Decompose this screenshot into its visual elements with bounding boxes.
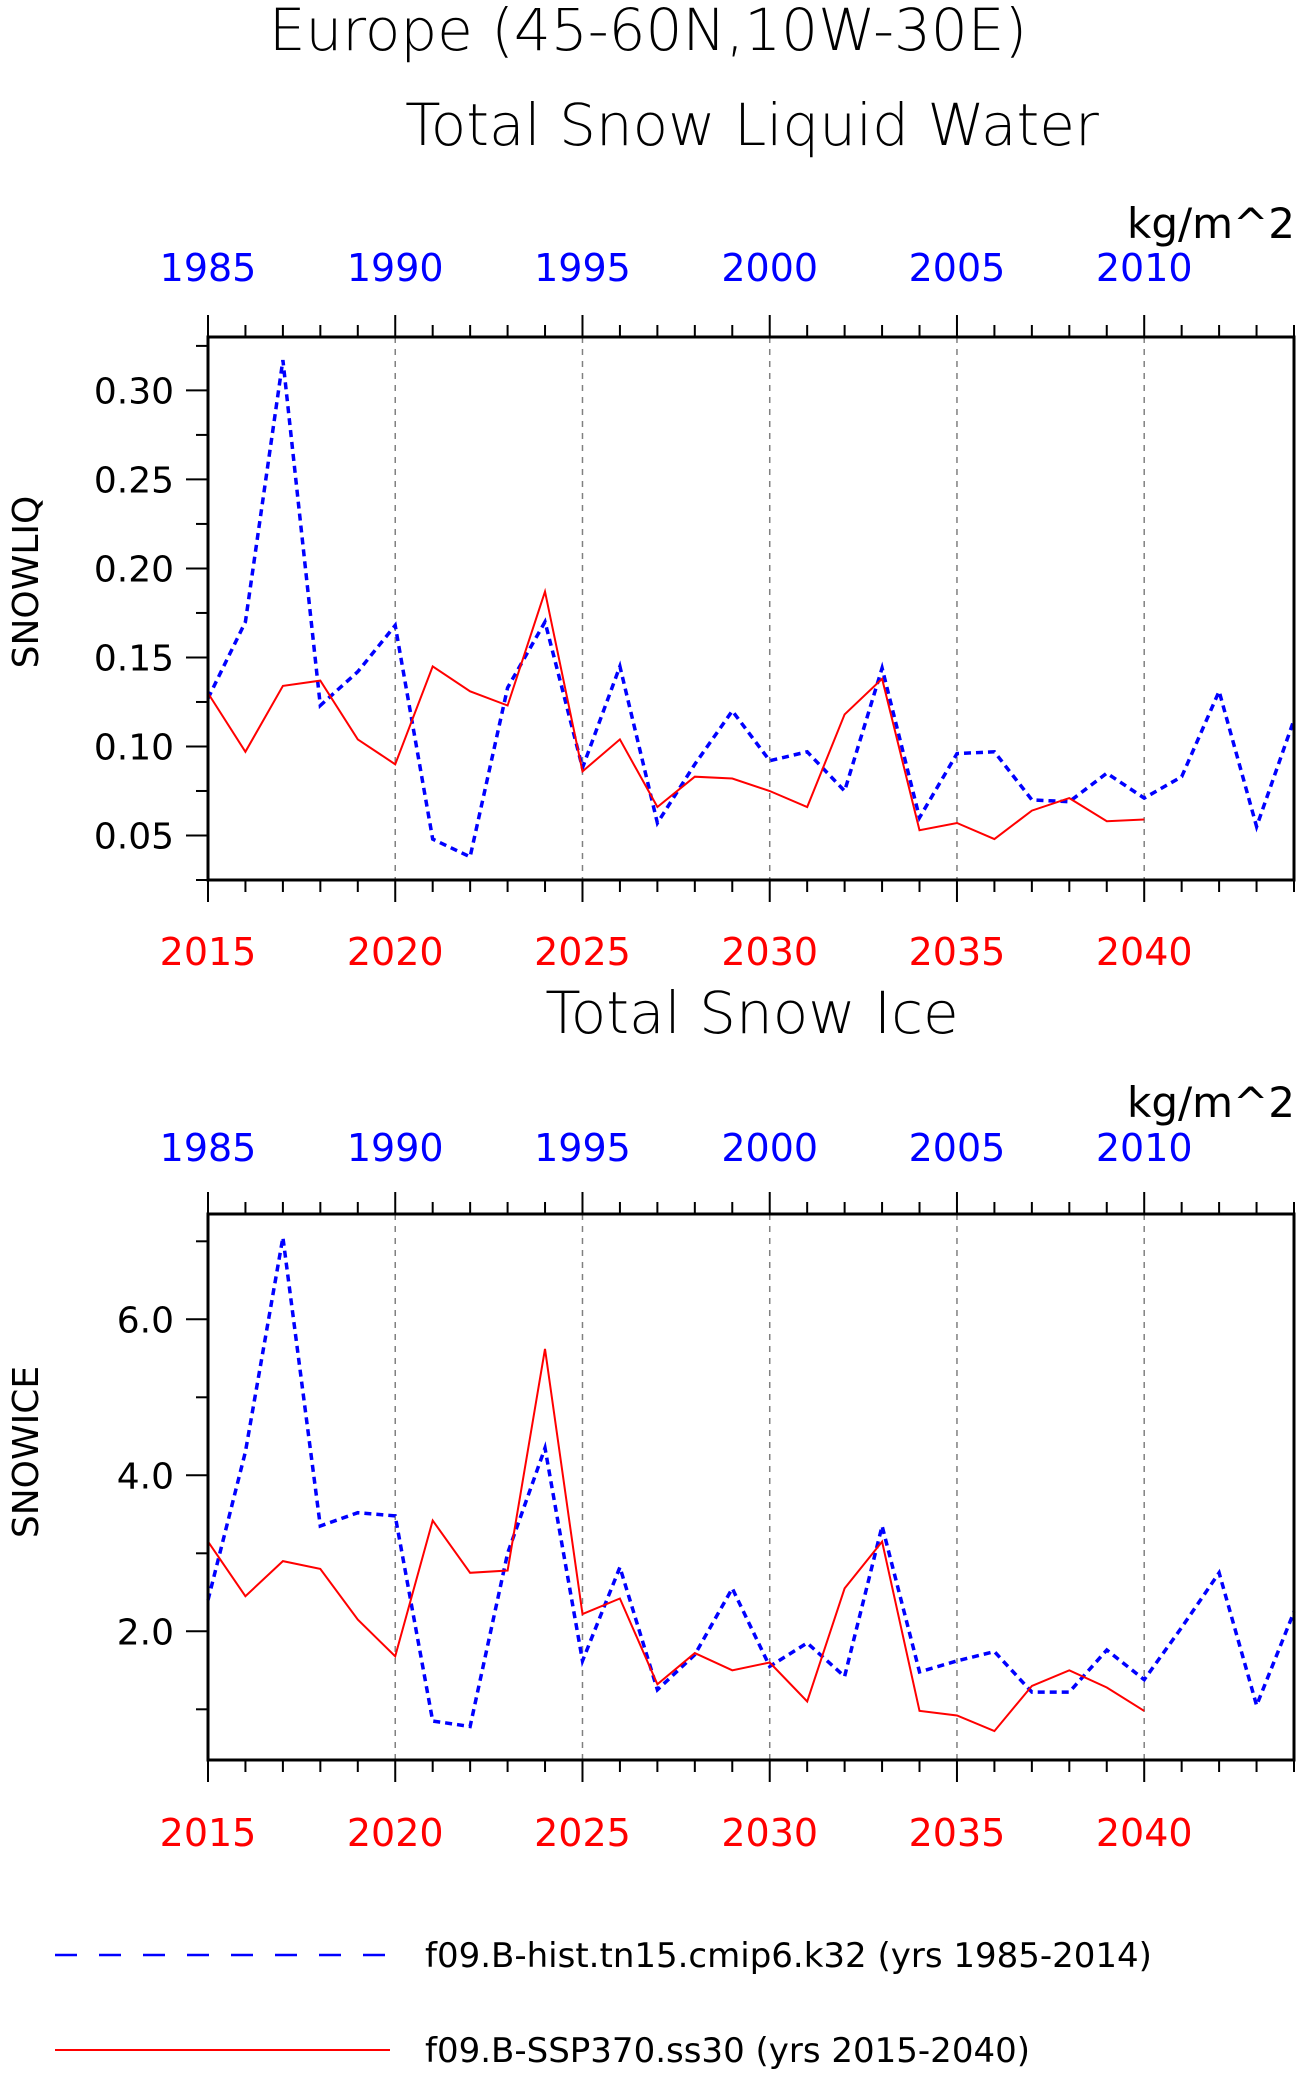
units-label-snowliq: kg/m^2	[1127, 199, 1295, 248]
x-tick-label-bottom: 2040	[1096, 1811, 1193, 1855]
x-tick-label-bottom: 2015	[160, 930, 257, 974]
y-tick-label: 6.0	[117, 1300, 174, 1341]
plot-frame	[206, 335, 1296, 882]
y-tick-label: 0.10	[94, 727, 174, 768]
x-tick-label-bottom: 2035	[909, 930, 1006, 974]
series-line-ssp	[207, 1348, 1145, 1733]
figure-title: Europe (45-60N,10W-30E)	[269, 0, 1027, 64]
x-tick-label-bottom: 2020	[347, 930, 444, 974]
x-tick-label-top: 2010	[1096, 246, 1193, 290]
x-tick-label-bottom: 2040	[1096, 930, 1193, 974]
x-tick-label-top: 2010	[1096, 1126, 1193, 1170]
y-tick-label: 2.0	[117, 1612, 174, 1653]
panel-title-snowliq: Total Snow Liquid Water	[405, 91, 1099, 159]
x-tick-label-top: 2000	[721, 1126, 818, 1170]
y-tick-label: 0.25	[94, 460, 174, 501]
y-tick-label: 0.05	[94, 816, 174, 857]
x-tick-label-bottom: 2035	[909, 1811, 1006, 1855]
panel-title-snowice: Total Snow Ice	[545, 979, 959, 1047]
y-tick-label: 0.30	[94, 371, 174, 412]
x-tick-label-bottom: 2025	[534, 1811, 631, 1855]
x-tick-label-top: 2005	[909, 1126, 1006, 1170]
x-tick-label-top: 1990	[347, 1126, 444, 1170]
x-tick-label-bottom: 2030	[721, 930, 818, 974]
plot-frame	[206, 1212, 1296, 1762]
x-tick-label-bottom: 2030	[721, 1811, 818, 1855]
legend: f09.B-hist.tn15.cmip6.k32 (yrs 1985-2014…	[55, 1936, 1152, 2071]
panel-snowice: 2015 2020 2025 2030 2035 2040 1985 1990 1995 2000…	[117, 1126, 1296, 1855]
y-axis-label-snowice: SNOWICE	[6, 1366, 47, 1538]
x-tick-label-top: 1995	[534, 1126, 631, 1170]
series-line-hist	[206, 359, 1296, 860]
y-tick-label: 0.15	[94, 638, 174, 679]
panel-snowliq: 2015 2020 2025 2030 2035 2040 1985 1990 1995 2000…	[94, 246, 1296, 974]
legend-label-ssp: f09.B-SSP370.ss30 (yrs 2015-2040)	[425, 2031, 1030, 2071]
y-axis-label-snowliq: SNOWLIQ	[6, 496, 47, 669]
units-label-snowice: kg/m^2	[1127, 1078, 1295, 1127]
x-tick-label-top: 1990	[347, 246, 444, 290]
x-tick-label-top: 1985	[160, 1126, 257, 1170]
x-tick-label-bottom: 2020	[347, 1811, 444, 1855]
x-tick-label-bottom: 2025	[534, 930, 631, 974]
x-tick-label-top: 1995	[534, 246, 631, 290]
y-tick-label: 0.20	[94, 549, 174, 590]
series-line-hist	[206, 1237, 1296, 1729]
x-tick-label-top: 2005	[909, 246, 1006, 290]
x-tick-label-bottom: 2015	[160, 1811, 257, 1855]
x-tick-label-top: 2000	[721, 246, 818, 290]
x-tick-label-top: 1985	[160, 246, 257, 290]
legend-label-hist: f09.B-hist.tn15.cmip6.k32 (yrs 1985-2014…	[425, 1936, 1152, 1976]
y-tick-label: 4.0	[117, 1456, 174, 1497]
series-line-ssp	[207, 587, 1145, 841]
